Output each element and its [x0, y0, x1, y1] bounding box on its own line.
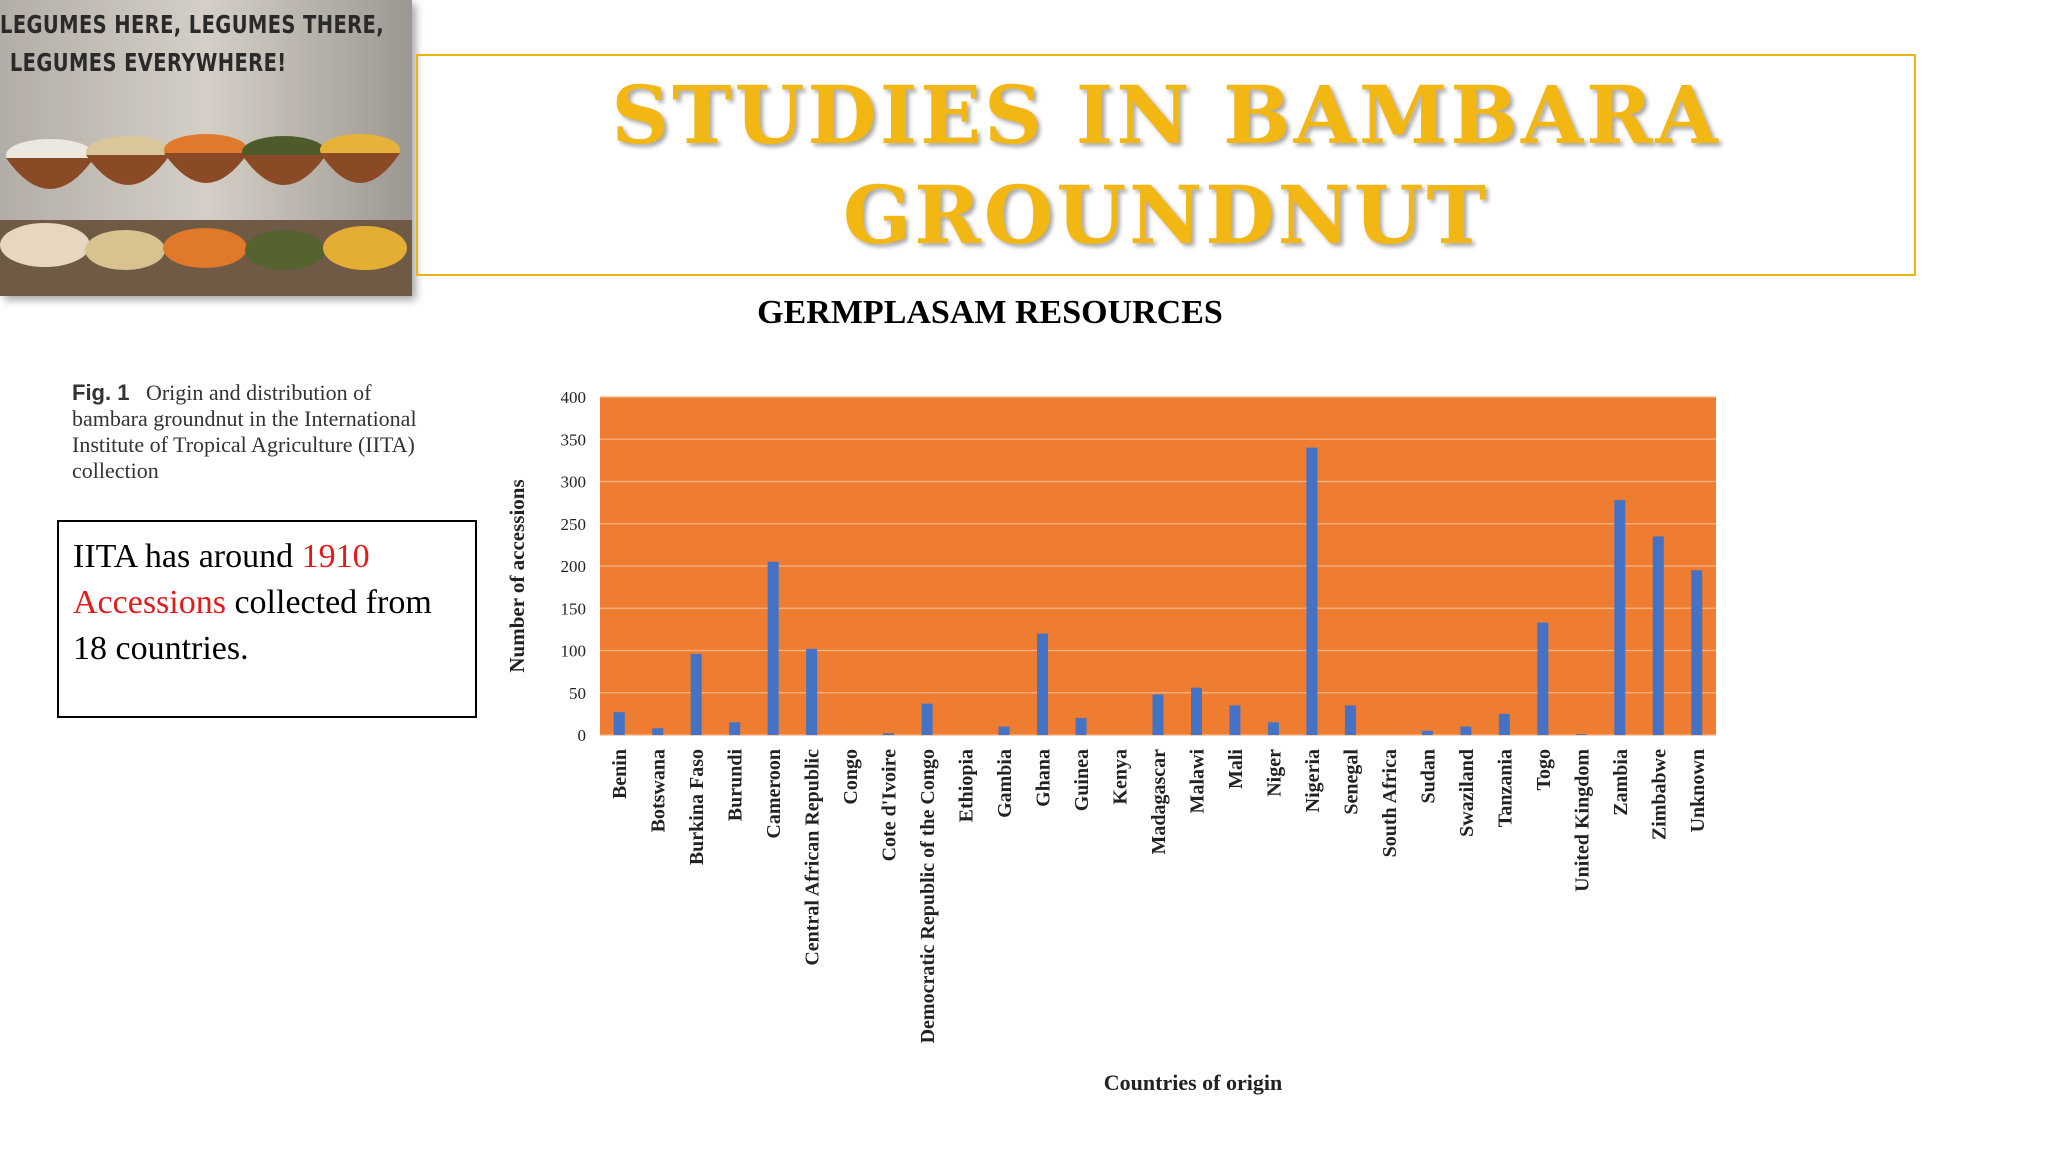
x-tick-label: Guinea — [1071, 749, 1093, 811]
x-tick-label: Central African Republic — [802, 749, 824, 966]
bar — [1306, 447, 1318, 735]
x-tick-label: Burundi — [725, 749, 747, 822]
x-tick-label: Benin — [609, 749, 631, 799]
x-tick-label: Mali — [1225, 749, 1247, 789]
legumes-illustration — [0, 0, 412, 296]
bars — [613, 447, 1703, 735]
x-tick-label: Burkina Faso — [686, 749, 708, 865]
legumes-caption-line2: LEGUMES EVERYWHERE! — [9, 48, 287, 77]
bar — [1190, 687, 1202, 735]
note-highlight-count: 1910 — [301, 538, 370, 575]
y-tick-label: 200 — [561, 557, 587, 576]
x-tick-label: Niger — [1263, 749, 1285, 797]
figure-label: Fig. 1 — [72, 380, 130, 405]
x-tick-label: Sudan — [1417, 749, 1439, 804]
legumes-photo: LEGUMES HERE, LEGUMES THERE, LEGUMES EVE… — [0, 0, 412, 296]
y-tick-label: 0 — [578, 726, 587, 745]
x-tick-label: Unknown — [1687, 749, 1709, 832]
x-tick-label: South Africa — [1379, 749, 1401, 857]
bar — [1344, 705, 1356, 735]
legumes-caption-line1: LEGUMES HERE, LEGUMES THERE, — [0, 10, 385, 39]
bar — [1037, 633, 1049, 735]
note-box: IITA has around 1910 Accessions collecte… — [57, 520, 477, 718]
bar — [729, 722, 741, 735]
bar — [1575, 734, 1587, 735]
x-tick-label: Swaziland — [1456, 749, 1478, 837]
bar — [767, 561, 779, 735]
chart-container: 0 50 100 150 200 250 300 350 400 Benin Botswana Bu… — [490, 370, 1730, 1115]
x-tick-label: Democratic Republic of the Congo — [917, 749, 939, 1043]
x-tick-label: Zambia — [1610, 749, 1632, 816]
y-tick-label: 250 — [561, 515, 587, 534]
page-title-line2: GROUNDNUT — [842, 168, 1490, 262]
bar — [1075, 718, 1087, 735]
bar — [1267, 722, 1279, 735]
bar — [1537, 622, 1549, 735]
title-box: STUDIES IN BAMBARA GROUNDNUT — [416, 54, 1916, 276]
x-tick-label: Zimbabwe — [1648, 749, 1670, 840]
note-highlight-accessions: Accessions — [73, 584, 226, 621]
figure-caption: Fig. 1 Origin and distribution of bambar… — [72, 380, 452, 484]
legumes-caption: LEGUMES HERE, LEGUMES THERE, LEGUMES EVE… — [0, 6, 385, 82]
note-text-1: IITA has around — [73, 538, 302, 575]
x-tick-label: United Kingdom — [1571, 749, 1593, 892]
x-tick-label: Congo — [840, 749, 862, 805]
y-tick-label: 300 — [561, 473, 587, 492]
x-tick-label: Togo — [1533, 749, 1555, 791]
x-tick-label: Senegal — [1340, 749, 1362, 815]
bar — [1498, 713, 1510, 735]
bar — [1229, 705, 1241, 735]
x-tick-label: Ghana — [1033, 749, 1055, 807]
x-tick-label: Botswana — [648, 749, 670, 832]
spilled-legumes — [0, 223, 407, 270]
bar — [652, 728, 664, 735]
y-tick-label: 150 — [561, 599, 587, 618]
bar-chart: 0 50 100 150 200 250 300 350 400 Benin Botswana Bu… — [505, 388, 1716, 1095]
page-title-line1: STUDIES IN BAMBARA — [611, 68, 1721, 162]
bar — [806, 648, 818, 735]
x-tick-label: Tanzania — [1494, 749, 1516, 827]
x-tick-label: Malawi — [1186, 749, 1208, 814]
bar — [1421, 730, 1433, 735]
x-axis-label: Countries of origin — [1104, 1070, 1282, 1095]
y-tick-label: 50 — [569, 684, 586, 703]
x-tick-label: Cameroon — [763, 749, 785, 839]
bar — [613, 712, 625, 735]
y-tick-label: 350 — [561, 430, 587, 449]
x-tick-label: Ethiopia — [956, 749, 978, 822]
section-subtitle: GERMPLASAM RESOURCES — [757, 294, 1223, 331]
bar — [1152, 694, 1164, 735]
x-tick-label: Kenya — [1110, 749, 1132, 805]
note-text-2: collected from 18 countries. — [73, 584, 432, 667]
bar — [1614, 500, 1626, 735]
y-axis-label: Number of accessions — [505, 479, 529, 672]
page-title: STUDIES IN BAMBARA GROUNDNUT — [611, 65, 1720, 265]
bar — [883, 733, 895, 735]
x-tick-label: Nigeria — [1302, 749, 1324, 812]
bar — [1691, 570, 1703, 735]
bowls — [6, 134, 400, 189]
figure-caption-text: Origin and distribution of bambara groun… — [72, 380, 417, 483]
bar — [921, 703, 933, 735]
bar — [998, 726, 1010, 735]
x-tick-label: Cote d'Ivoire — [879, 749, 901, 862]
y-tick-label: 400 — [561, 388, 587, 407]
x-tick-label: Gambia — [994, 749, 1016, 818]
y-tick-labels: 0 50 100 150 200 250 300 350 400 — [561, 388, 587, 745]
x-tick-label: Madagascar — [1148, 749, 1170, 855]
bar — [1652, 536, 1664, 735]
bar — [1460, 726, 1472, 735]
bar — [690, 653, 702, 735]
y-tick-label: 100 — [561, 642, 587, 661]
x-tick-labels: Benin Botswana Burkina Faso Burundi Cameroon… — [609, 749, 1709, 1044]
